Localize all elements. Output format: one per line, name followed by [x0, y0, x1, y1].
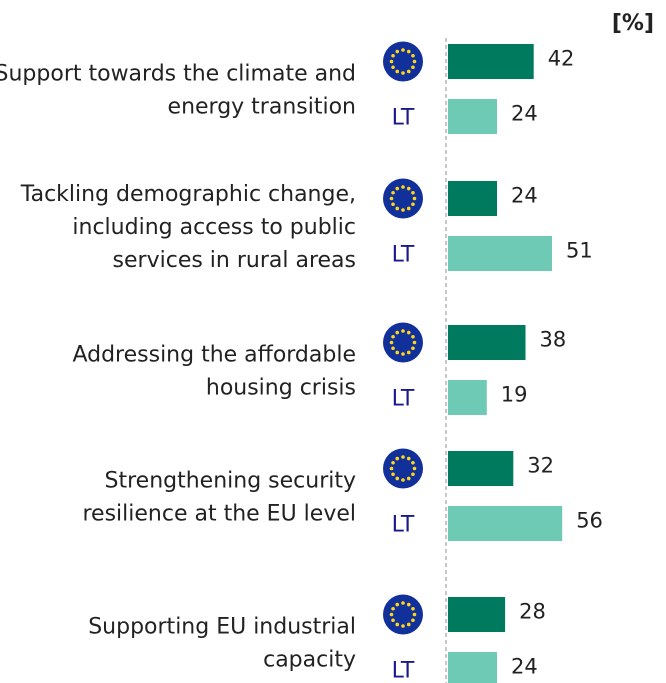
category-label: resilience at the EU level — [82, 502, 356, 527]
series-label: LT — [392, 513, 415, 538]
bar — [448, 325, 526, 360]
eu-flag-icon — [383, 322, 423, 363]
data-label: 51 — [566, 239, 593, 263]
category-label: Strengthening security — [105, 469, 357, 494]
category-label: Support towards the climate and — [0, 62, 356, 87]
data-label: 28 — [519, 600, 546, 624]
eu-flag-icon — [383, 41, 423, 82]
data-label: 24 — [511, 102, 538, 126]
data-label: 24 — [511, 655, 538, 679]
category-label: including access to public — [72, 215, 356, 240]
data-label: 19 — [501, 383, 528, 407]
bar — [448, 380, 487, 415]
bar — [448, 181, 497, 216]
data-label: 24 — [511, 184, 538, 208]
data-label: 56 — [576, 509, 603, 533]
category-label: housing crisis — [206, 376, 356, 401]
bar — [448, 44, 534, 79]
series-label: LT — [392, 387, 415, 412]
data-label: 38 — [540, 328, 567, 352]
bar — [448, 451, 514, 486]
category-label: Supporting EU industrial — [88, 615, 356, 640]
series-label: LT — [392, 106, 415, 131]
plot-area: Support towards the climate and energy tr… — [0, 41, 603, 683]
category-label: energy transition — [168, 95, 356, 120]
bar — [448, 597, 506, 632]
category-label: Tackling demographic change, — [20, 182, 356, 207]
bar — [448, 506, 563, 541]
bar — [448, 652, 497, 683]
bar — [448, 236, 552, 271]
data-label: 32 — [527, 454, 554, 478]
category-label: Addressing the affordable — [72, 343, 356, 368]
bar — [448, 99, 497, 134]
unit-label: [%] — [612, 11, 654, 36]
series-label: LT — [392, 243, 415, 268]
data-label: 42 — [548, 47, 575, 71]
eu-flag-icon — [383, 178, 423, 219]
category-label: services in rural areas — [113, 248, 356, 273]
category-label: capacity — [263, 648, 356, 673]
eu-flag-icon — [383, 448, 423, 489]
series-label: LT — [392, 659, 415, 683]
eu-flag-icon — [383, 594, 423, 635]
